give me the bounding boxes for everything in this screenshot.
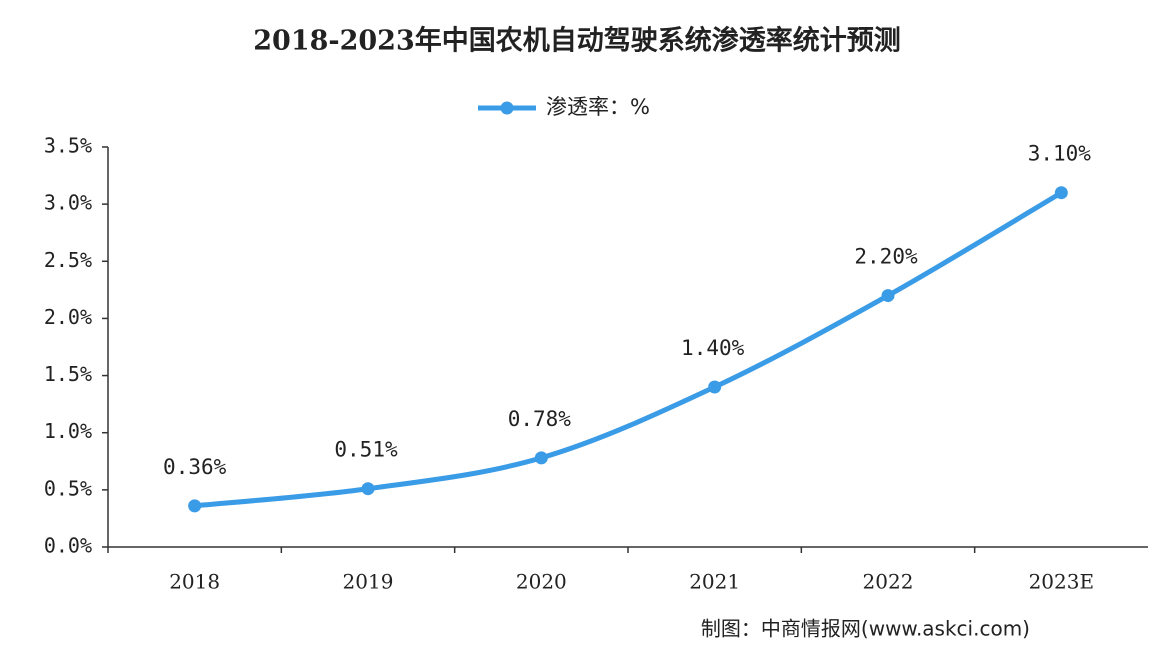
legend-marker — [500, 101, 514, 115]
value-label: 3.10% — [1028, 142, 1092, 166]
value-label: 1.40% — [681, 336, 745, 360]
value-label: 2.20% — [854, 245, 918, 269]
y-tick-label: 1.5% — [44, 362, 92, 386]
y-tick-label: 0.0% — [44, 534, 92, 558]
x-tick-label: 2020 — [516, 570, 567, 594]
x-tick-label: 2021 — [689, 570, 740, 594]
value-label: 0.78% — [508, 407, 572, 431]
x-tick-label: 2019 — [343, 570, 394, 594]
point — [534, 451, 548, 465]
value-label: 0.51% — [334, 438, 398, 462]
legend-label: 渗透率：% — [546, 95, 650, 119]
chart-title: 2018-2023年中国农机自动驾驶系统渗透率统计预测 — [253, 25, 901, 57]
y-tick-label: 3.5% — [44, 134, 92, 158]
x-tick-label: 2018 — [169, 570, 220, 594]
y-tick-label: 3.0% — [44, 191, 92, 215]
point — [881, 289, 895, 303]
source-note: 制图：中商情报网(www.askci.com) — [701, 617, 1030, 641]
point — [1054, 186, 1068, 200]
y-tick-label: 0.5% — [44, 476, 92, 500]
point — [361, 482, 375, 496]
x-tick-label: 2023E — [1029, 570, 1095, 594]
series-line — [194, 190, 1063, 509]
point — [708, 380, 722, 394]
x-tick-label: 2022 — [863, 570, 914, 594]
value-label: 0.36% — [163, 455, 227, 479]
y-tick-label: 1.0% — [44, 419, 92, 443]
y-tick-label: 2.0% — [44, 305, 92, 329]
point — [188, 499, 202, 513]
y-tick-label: 2.5% — [44, 248, 92, 272]
